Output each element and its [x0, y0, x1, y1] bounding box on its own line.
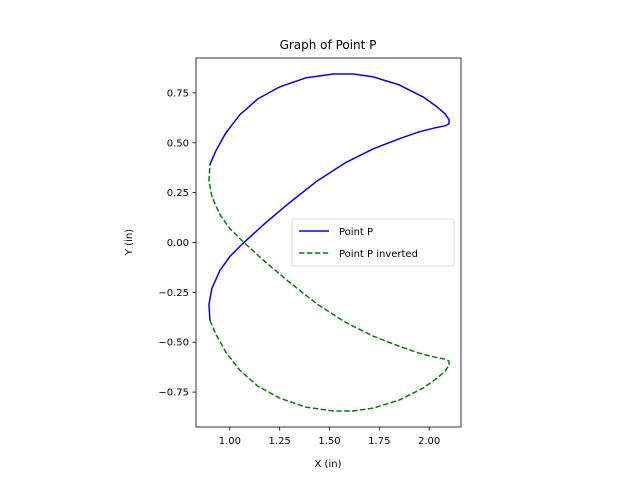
x-axis-title: X (in)	[315, 459, 342, 470]
y-tick-label: 0.00	[167, 238, 189, 249]
series-line-0	[208, 73, 450, 322]
x-tick-label: 1.50	[318, 436, 340, 447]
y-tick-label: −0.25	[158, 288, 189, 299]
chart-title: Graph of Point P	[280, 38, 377, 52]
y-tick-label: 0.75	[167, 88, 189, 99]
x-tick-label: 1.25	[269, 436, 291, 447]
y-tick-label: −0.75	[158, 388, 189, 399]
x-tick-label: 1.00	[219, 436, 241, 447]
series-line-1	[208, 164, 450, 412]
series-layer	[208, 73, 450, 412]
legend-label-point-p: Point P	[339, 227, 373, 238]
x-tick-label: 1.75	[368, 436, 390, 447]
x-tick-label: 2.00	[418, 436, 440, 447]
legend-box	[291, 218, 455, 267]
y-tick-label: 0.50	[167, 138, 189, 149]
x-axis-ticks: 1.00 1.25 1.50 1.75 2.00	[219, 427, 440, 447]
legend-label-point-p-inverted: Point P inverted	[339, 249, 418, 260]
y-tick-label: 0.25	[167, 188, 189, 199]
y-tick-label: −0.50	[158, 338, 189, 349]
y-axis-ticks: −0.75 −0.50 −0.25 0.00 0.25 0.50 0.75	[158, 88, 196, 399]
legend: Point P Point P inverted	[291, 218, 455, 267]
y-axis-title: Y (in)	[124, 229, 135, 256]
